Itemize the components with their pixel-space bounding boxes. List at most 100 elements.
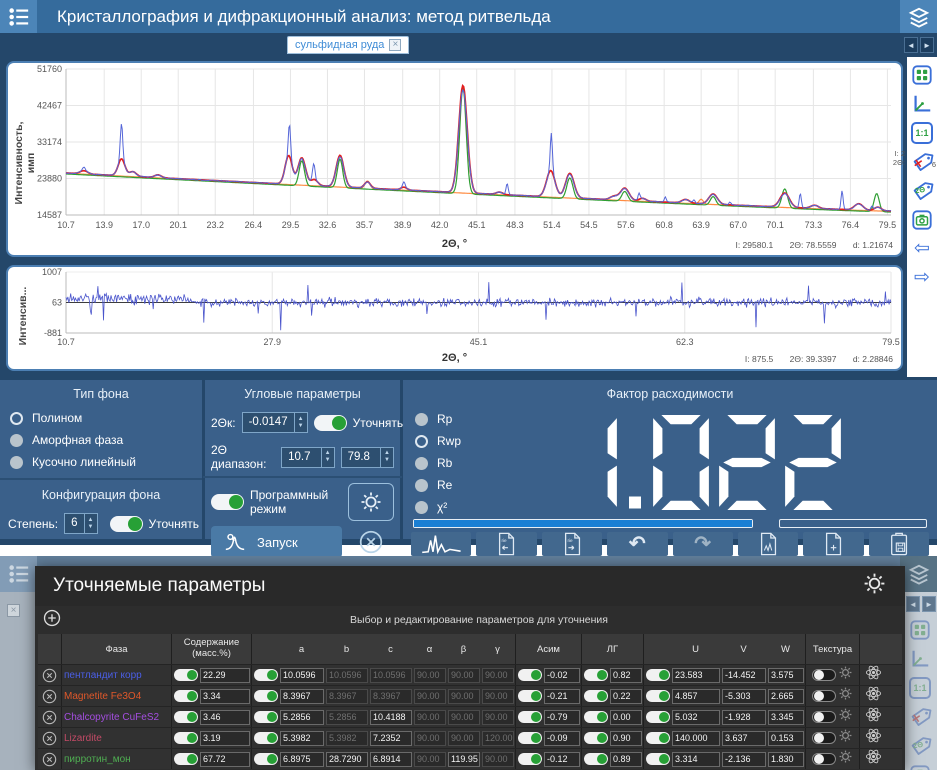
- c-value[interactable]: 7.2352: [370, 731, 412, 746]
- lattice-toggle[interactable]: [254, 732, 278, 744]
- v-value[interactable]: -5.303: [722, 689, 766, 704]
- navigate-forward-button[interactable]: ⇨: [911, 266, 934, 289]
- w-value[interactable]: 3.345: [768, 710, 804, 725]
- alpha-value[interactable]: 90.00: [414, 689, 446, 704]
- uvw-toggle[interactable]: [646, 711, 670, 723]
- beta-value[interactable]: 90.00: [448, 689, 480, 704]
- a-value[interactable]: 8.3967: [280, 689, 324, 704]
- asym-toggle[interactable]: [518, 753, 542, 765]
- content-value[interactable]: 3.34: [200, 689, 250, 704]
- u-value[interactable]: 3.314: [672, 752, 720, 767]
- run-button[interactable]: Запуск: [211, 526, 342, 558]
- layers-button[interactable]: [900, 0, 937, 33]
- alpha-value[interactable]: 90.00: [414, 731, 446, 746]
- texture-settings-icon[interactable]: [838, 728, 853, 748]
- v-value[interactable]: -2.136: [722, 752, 766, 767]
- b-value[interactable]: 8.3967: [326, 689, 368, 704]
- content-value[interactable]: 3.19: [200, 731, 250, 746]
- factor-option-1[interactable]: Rwp: [415, 431, 503, 451]
- content-value[interactable]: 67.72: [200, 752, 250, 767]
- phase-name[interactable]: Lizardite: [64, 733, 102, 744]
- structure-icon[interactable]: [865, 706, 882, 728]
- layers-button[interactable]: [900, 556, 937, 592]
- b-value[interactable]: 5.3982: [326, 731, 368, 746]
- gamma-value[interactable]: 90.00: [482, 668, 514, 683]
- b-value[interactable]: 28.7290: [326, 752, 368, 767]
- u-value[interactable]: 23.583: [672, 668, 720, 683]
- uvw-toggle[interactable]: [646, 732, 670, 744]
- w-value[interactable]: 3.575: [768, 668, 804, 683]
- lattice-toggle[interactable]: [254, 711, 278, 723]
- asym-toggle[interactable]: [518, 669, 542, 681]
- menu-button[interactable]: [0, 556, 37, 592]
- gamma-value[interactable]: 90.00: [482, 689, 514, 704]
- content-toggle[interactable]: [174, 753, 198, 765]
- phase-name[interactable]: пирротин_мон: [64, 754, 131, 765]
- residual-chart[interactable]: 10.727.945.162.379.5-881631007: [8, 267, 901, 351]
- texture-settings-icon[interactable]: [838, 665, 853, 685]
- factor-option-4[interactable]: χ²: [415, 497, 503, 517]
- degree-stepper[interactable]: 6 ▲▼: [64, 513, 97, 534]
- gamma-value[interactable]: 90.00: [482, 710, 514, 725]
- stepper-arrows-icon[interactable]: ▲▼: [380, 448, 393, 467]
- a-value[interactable]: 6.8975: [280, 752, 324, 767]
- asym-value[interactable]: -0.09: [544, 731, 580, 746]
- two-theta-tag-button[interactable]: 2Θ: [909, 177, 936, 204]
- export-rie-button[interactable]: rie: [542, 532, 602, 556]
- lg-value[interactable]: 0.89: [610, 752, 642, 767]
- lg-toggle[interactable]: [584, 711, 608, 723]
- beta-value[interactable]: 119.95: [448, 752, 480, 767]
- texture-toggle[interactable]: [812, 711, 836, 723]
- lg-toggle[interactable]: [584, 732, 608, 744]
- undo-button[interactable]: ↶: [607, 532, 667, 556]
- c-value[interactable]: 6.8914: [370, 752, 412, 767]
- asym-value[interactable]: -0.12: [544, 752, 580, 767]
- texture-settings-icon[interactable]: [838, 707, 853, 727]
- b-value[interactable]: 5.2856: [326, 710, 368, 725]
- remove-phase-button[interactable]: [42, 731, 57, 746]
- texture-settings-icon[interactable]: [838, 686, 853, 706]
- v-value[interactable]: -14.452: [722, 668, 766, 683]
- a-value[interactable]: 10.0596: [280, 668, 324, 683]
- program-mode-toggle[interactable]: [211, 494, 244, 510]
- alpha-value[interactable]: 90.00: [414, 710, 446, 725]
- structure-icon[interactable]: [865, 685, 882, 707]
- stop-button[interactable]: [348, 526, 394, 558]
- structure-icon[interactable]: [865, 727, 882, 749]
- gamma-value[interactable]: 90.00: [482, 752, 514, 767]
- remove-phase-button[interactable]: [42, 710, 57, 725]
- stepper-arrows-icon[interactable]: ▲▼: [321, 448, 334, 467]
- v-value[interactable]: 3.637: [722, 731, 766, 746]
- uvw-toggle[interactable]: [646, 669, 670, 681]
- modal-settings-button[interactable]: [862, 571, 887, 602]
- main-xrd-chart[interactable]: 10.713.917.020.123.226.429.532.635.738.9…: [8, 63, 901, 235]
- u-value[interactable]: 140.000: [672, 731, 720, 746]
- texture-settings-icon[interactable]: [838, 749, 853, 769]
- texture-toggle[interactable]: [812, 753, 836, 765]
- remove-phase-button[interactable]: [42, 689, 57, 704]
- background-type-option-2[interactable]: Кусочно линейный: [8, 451, 194, 473]
- texture-toggle[interactable]: [812, 669, 836, 681]
- asym-toggle[interactable]: [518, 690, 542, 702]
- content-toggle[interactable]: [174, 732, 198, 744]
- lg-value[interactable]: 0.22: [610, 689, 642, 704]
- a-value[interactable]: 5.3982: [280, 731, 324, 746]
- beta-value[interactable]: 90.00: [448, 731, 480, 746]
- spectrum-button[interactable]: [411, 532, 471, 556]
- asym-toggle[interactable]: [518, 711, 542, 723]
- tab-sulfide-ore[interactable]: сульфидная руда ×: [287, 36, 409, 54]
- u-value[interactable]: 5.032: [672, 710, 720, 725]
- range-from-stepper[interactable]: 10.7 ▲▼: [281, 447, 334, 468]
- background-type-option-1[interactable]: Аморфная фаза: [8, 429, 194, 451]
- menu-button[interactable]: [0, 0, 37, 33]
- asym-value[interactable]: -0.21: [544, 689, 580, 704]
- background-refine-toggle[interactable]: [110, 516, 143, 532]
- navigate-back-button[interactable]: ⇦: [911, 237, 934, 260]
- tiles-view-button[interactable]: [911, 63, 934, 86]
- angle-refine-toggle[interactable]: [314, 415, 347, 431]
- tab-scroll-left-button[interactable]: ◄: [904, 37, 918, 53]
- stepper-arrows-icon[interactable]: ▲▼: [84, 514, 97, 533]
- texture-toggle[interactable]: [812, 690, 836, 702]
- background-type-option-0[interactable]: Полином: [8, 407, 194, 429]
- v-value[interactable]: -1.928: [722, 710, 766, 725]
